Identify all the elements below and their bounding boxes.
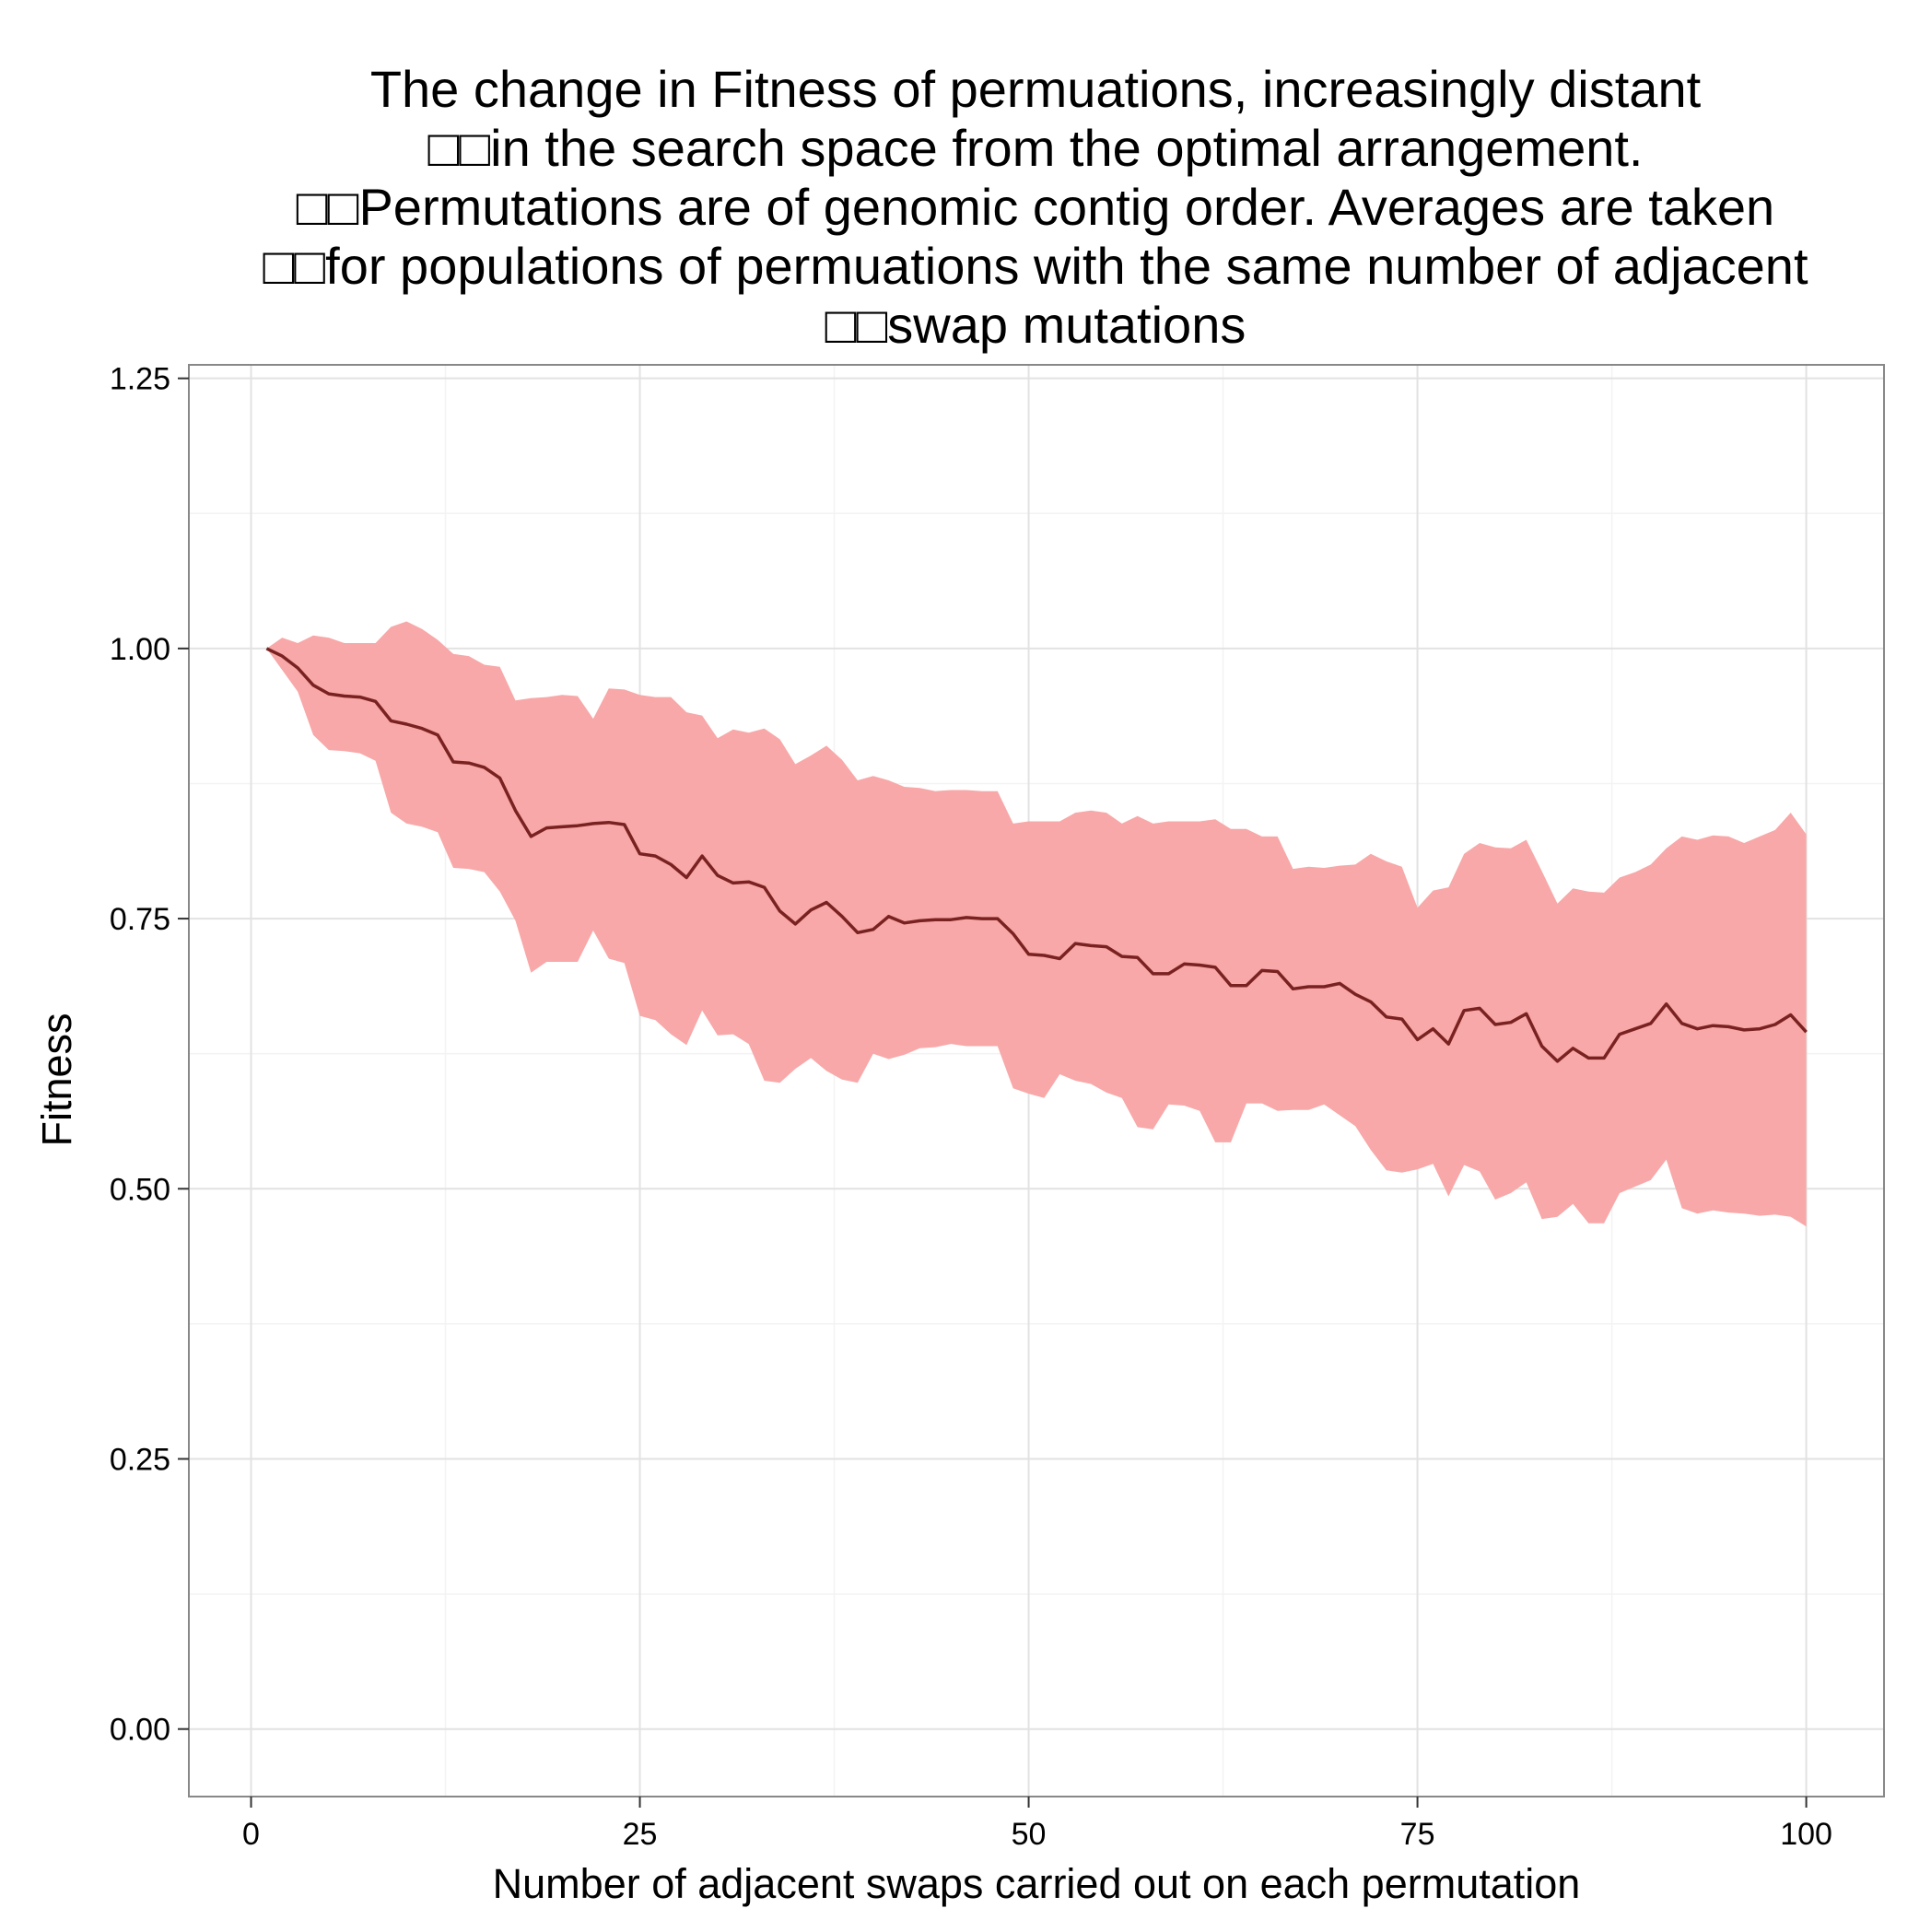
title-line-4: □□for populations of permuations with th…	[263, 237, 1808, 295]
title-line-3: □□Permutations are of genomic contig ord…	[297, 178, 1774, 236]
plot-panel-border	[188, 364, 1885, 1797]
y-axis-title: Fitness	[33, 1013, 80, 1146]
x-axis-title: Number of adjacent swaps carried out on …	[493, 1860, 1581, 1907]
x-tick-label: 50	[1012, 1817, 1047, 1852]
plot-layer	[265, 621, 1808, 1227]
title-line-5: □□swap mutations	[825, 296, 1246, 354]
mean-fitness-line	[265, 647, 1808, 1063]
x-tick-label: 0	[242, 1817, 260, 1852]
x-tick-label: 75	[1400, 1817, 1435, 1852]
x-tick-label: 100	[1780, 1817, 1832, 1852]
y-tick-label: 0.00	[110, 1713, 170, 1748]
y-tick-label: 0.75	[110, 902, 170, 937]
x-tick-label: 25	[623, 1817, 658, 1852]
confidence-band	[266, 621, 1807, 1227]
y-tick-label: 0.25	[110, 1442, 170, 1477]
title-line-1: The change in Fitness of permuations, in…	[370, 60, 1702, 118]
y-axis: 0.00 0.25 0.50 0.75 1.00 1.25	[110, 362, 189, 1748]
x-axis: 0 25 50 75 100	[242, 1797, 1832, 1852]
y-tick-label: 1.25	[110, 362, 170, 397]
chart-title: The change in Fitness of permuations, in…	[263, 60, 1808, 354]
y-tick-label: 1.00	[110, 632, 170, 667]
title-line-2: □□in the search space from the optimal a…	[428, 119, 1644, 177]
y-tick-label: 0.50	[110, 1172, 170, 1207]
